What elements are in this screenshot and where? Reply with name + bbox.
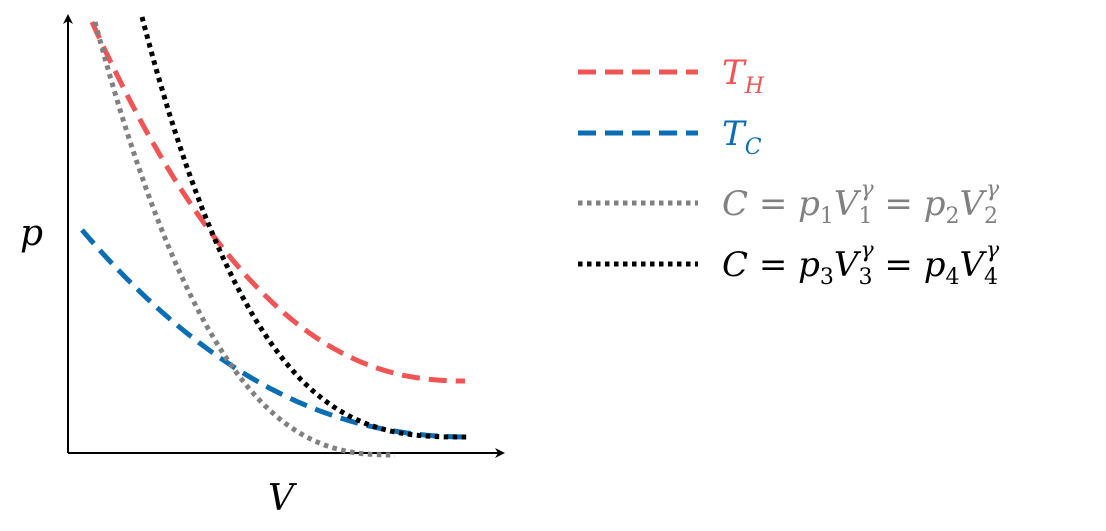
legend-item-tc: TC xyxy=(578,114,762,160)
legend-item-adiabat-12: C = p1V1γ = p2V2γ xyxy=(578,177,1000,229)
legend-label-th: TH xyxy=(722,53,765,99)
x-axis-label: V xyxy=(268,478,298,519)
legend: TH TC C = p1V1γ = p2V2γ C = p3V3γ = p4V4… xyxy=(578,53,1000,290)
isotherm-tc-curve xyxy=(80,228,472,440)
adiabat-34-curve xyxy=(139,16,470,440)
legend-label-adiabat-12: C = p1V1γ = p2V2γ xyxy=(722,177,1000,229)
y-axis-label: p xyxy=(20,213,43,254)
legend-item-adiabat-34: C = p3V3γ = p4V4γ xyxy=(578,238,1000,290)
isotherm-th-curve xyxy=(89,20,465,384)
legend-label-adiabat-34: C = p3V3γ = p4V4γ xyxy=(722,238,1000,290)
adiabat-12-curve xyxy=(92,21,395,458)
legend-label-tc: TC xyxy=(722,114,762,160)
legend-item-th: TH xyxy=(578,53,765,99)
